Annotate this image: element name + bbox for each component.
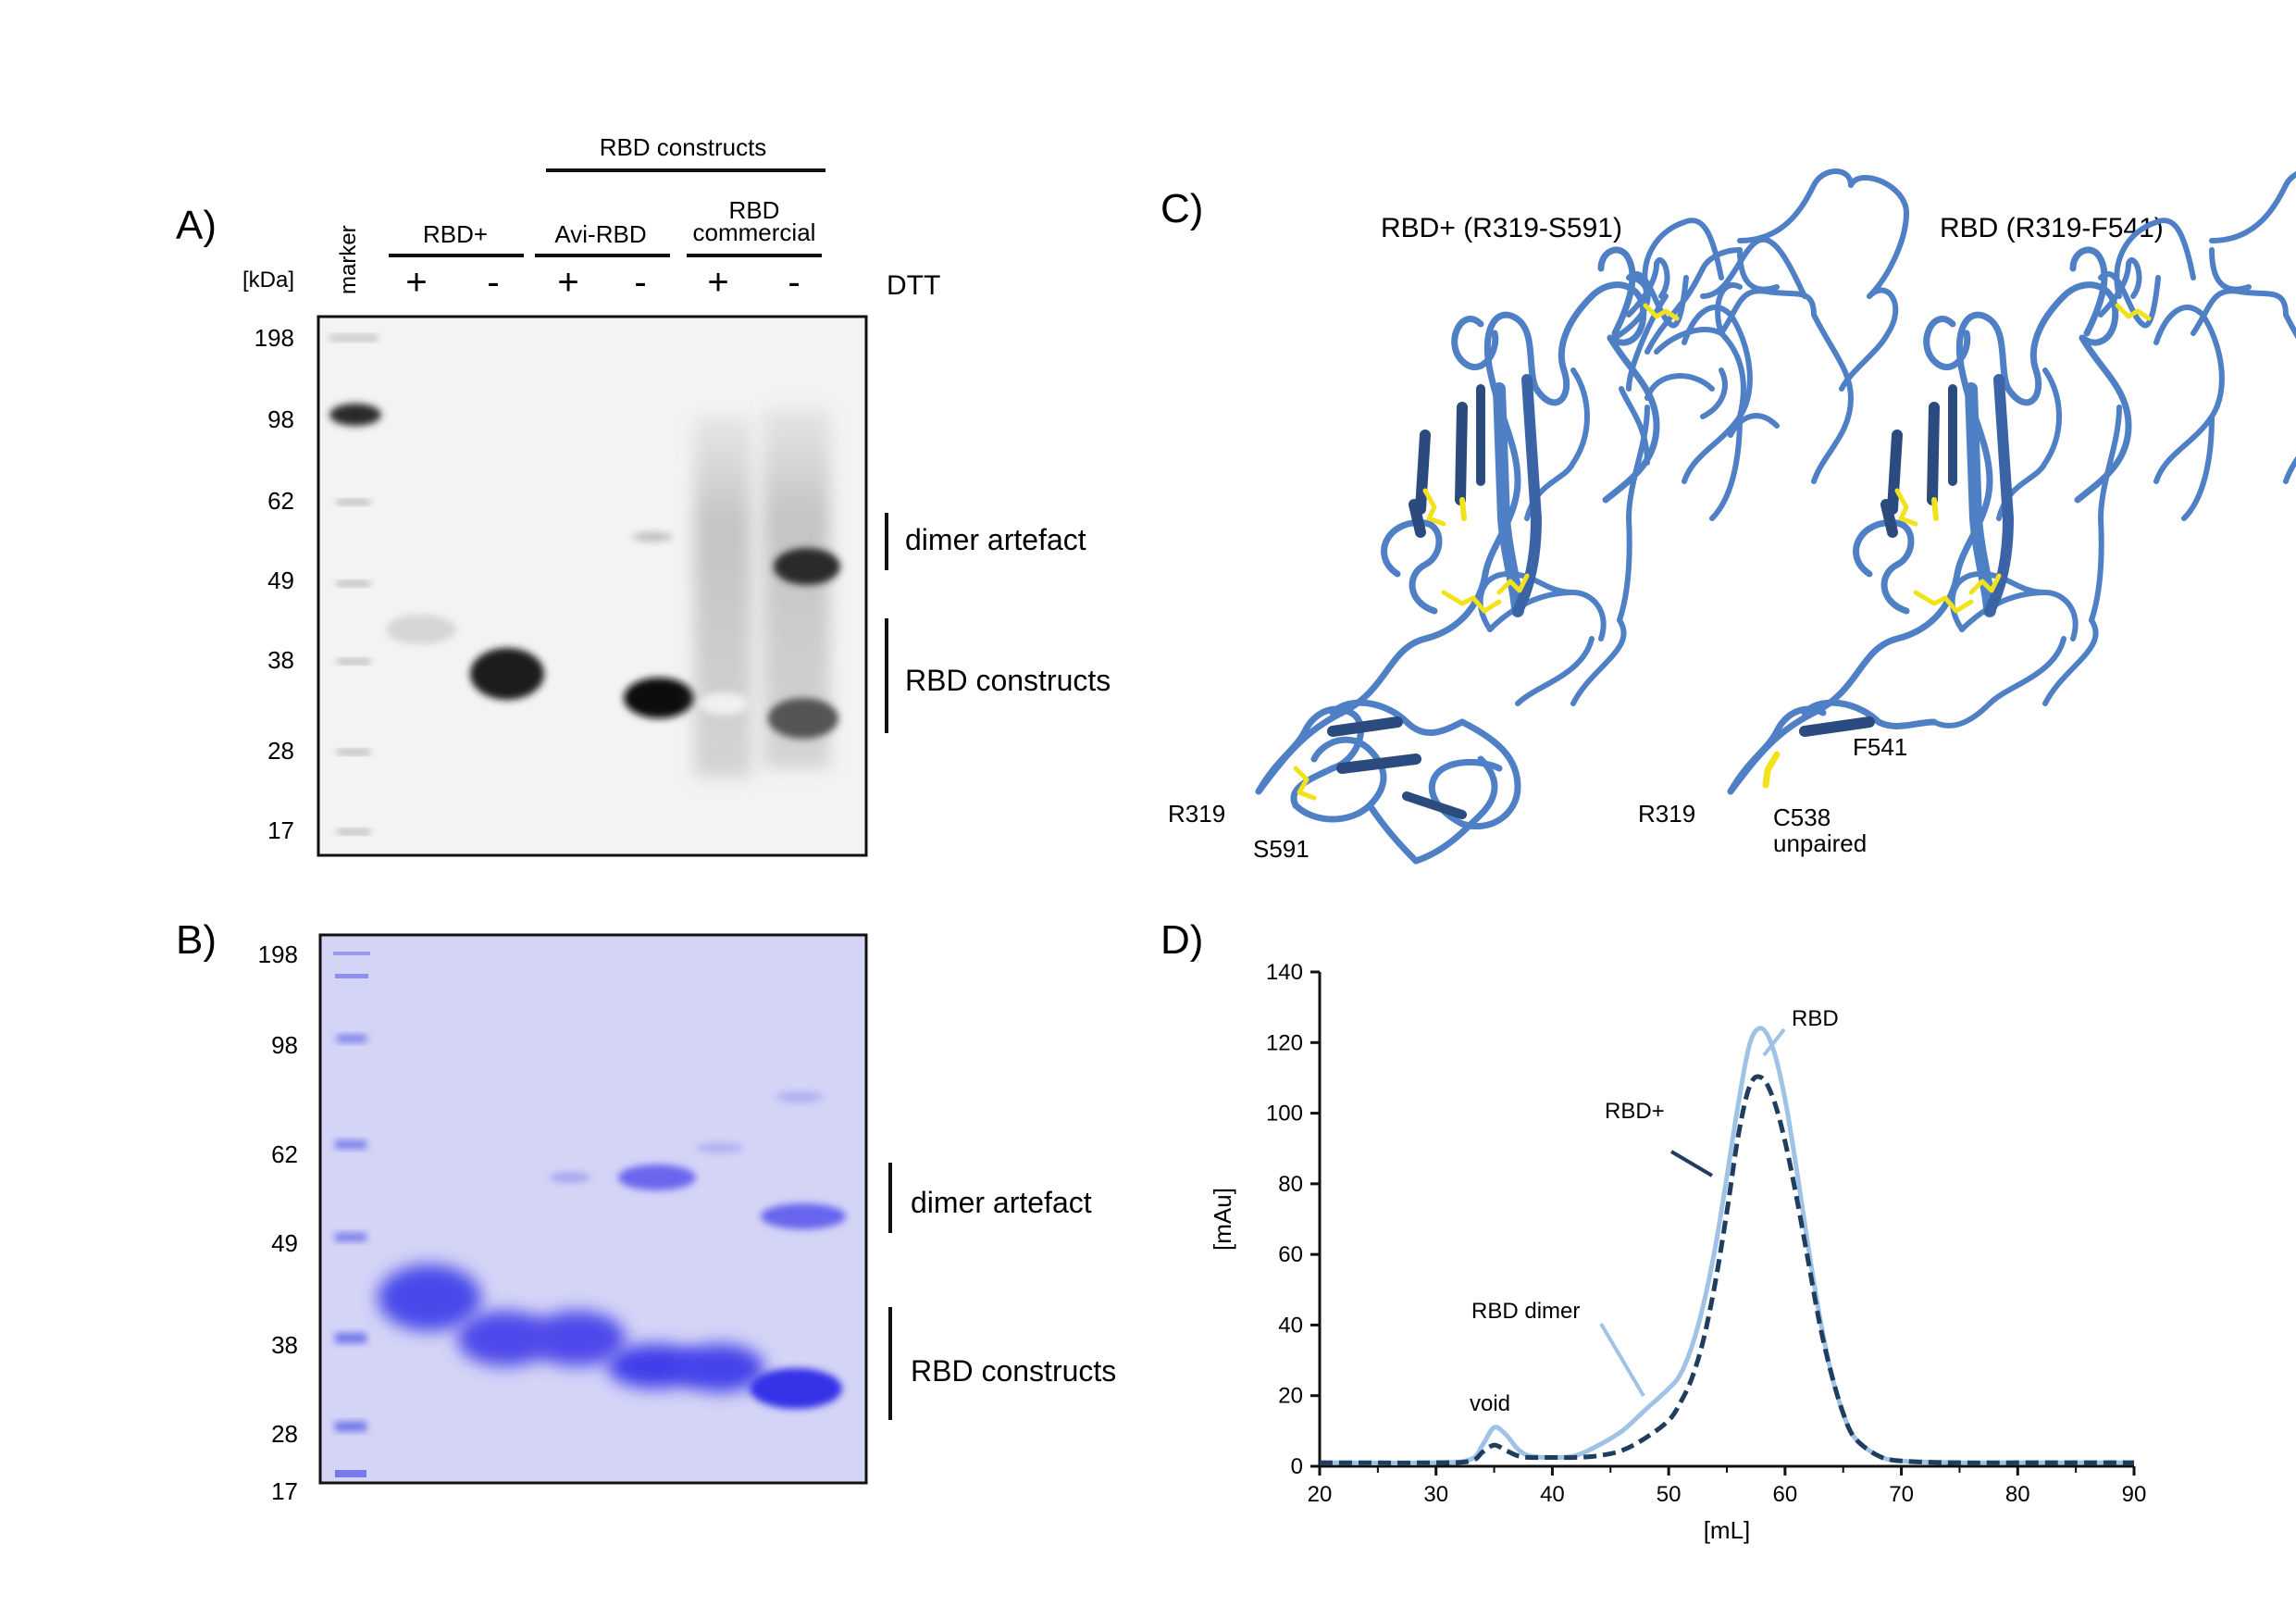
structure-right-n-term: R319: [1638, 800, 1695, 828]
series-line-0: [1319, 1026, 2134, 1465]
group-header-label: RBD constructs: [600, 133, 767, 161]
marker-band-98: [329, 404, 381, 426]
gel-band-lane1: [378, 1264, 481, 1331]
y-tick-label: 100: [1266, 1102, 1303, 1127]
x-tick-label: 30: [1423, 1482, 1448, 1507]
x-tick-label: 70: [1889, 1482, 1914, 1507]
x-axis-label: [mL]: [1704, 1516, 1751, 1544]
lane-label-6: -: [788, 262, 800, 303]
lane-label-1: +: [405, 262, 427, 303]
annotation-a-constructs: RBD constructs: [905, 664, 1111, 697]
blot-frame: [316, 315, 868, 857]
y-tick-label: 60: [1278, 1242, 1303, 1267]
mw-b-38: 38: [271, 1331, 298, 1359]
series-layer: [1319, 1026, 2134, 1465]
panel-c-label: C): [1160, 186, 1203, 231]
blot-band-rbd-plus: [470, 648, 544, 700]
structure-left-n-term: R319: [1168, 800, 1225, 828]
marker-label: marker: [336, 225, 361, 294]
mw-b-17: 17: [271, 1477, 298, 1505]
annotation-void: void: [1470, 1391, 1510, 1416]
mw-a-28: 28: [267, 737, 294, 765]
blot-band-dimer: [774, 548, 840, 585]
annotation-rbd: RBD: [1792, 1006, 1839, 1031]
y-tick-label: 40: [1278, 1313, 1303, 1338]
y-ticks: 0 20 40 60 80 100 120 140: [1266, 960, 1320, 1479]
coomassie-gel: [318, 933, 868, 1485]
y-tick-label: 120: [1266, 1030, 1303, 1055]
panel-a: A) RBD constructs marker [kDa] RBD+ Avi-…: [176, 133, 1111, 857]
gel-frame: [318, 933, 868, 1485]
annotation-b-dimer: dimer artefact: [911, 1186, 1092, 1219]
structure-right-unpaired: unpaired: [1773, 829, 1867, 857]
panel-b-label: B): [176, 917, 217, 963]
blot-band-avi-rbd: [624, 678, 694, 718]
lane-label-3: +: [557, 262, 578, 303]
annotation-rbd-plus: RBD+: [1605, 1099, 1665, 1124]
panel-b: B) 198 98 62 49 38 28 17: [176, 917, 1116, 1505]
x-tick-label: 60: [1773, 1482, 1798, 1507]
group-label-commercial-line1: RBD: [729, 196, 780, 224]
group-label-avi-rbd: Avi-RBD: [554, 220, 646, 248]
mw-a-17: 17: [267, 816, 294, 844]
structure-right-cys: C538: [1773, 803, 1831, 831]
x-ticks: 20 30 40 50 60 70 80 90: [1308, 1466, 2147, 1507]
callout-rbd: [1762, 1027, 1786, 1057]
callout-rbd-dimer: [1599, 1322, 1645, 1398]
structure-right-c-term: F541: [1853, 733, 1907, 761]
y-axis-label: [mAu]: [1209, 1188, 1236, 1251]
gel-band-dimer: [761, 1203, 846, 1229]
mw-b-49: 49: [271, 1229, 298, 1257]
mw-a-198: 198: [254, 324, 294, 352]
lane-label-4: -: [634, 262, 646, 303]
panel-a-label: A): [176, 203, 217, 248]
mw-a-49: 49: [267, 567, 294, 594]
panel-d-label: D): [1160, 917, 1203, 963]
mw-b-98: 98: [271, 1031, 298, 1059]
structure-title-right: RBD (R319-F541): [1940, 213, 2164, 243]
y-tick-label: 140: [1266, 960, 1303, 985]
mw-a-38: 38: [267, 646, 294, 674]
structure-left-c-term: S591: [1253, 835, 1309, 863]
structure-left: [1255, 168, 1909, 865]
group-label-rbd-plus: RBD+: [423, 220, 488, 248]
annotation-a-dimer: dimer artefact: [905, 523, 1086, 556]
callout-rbd-plus: [1669, 1150, 1714, 1177]
group-label-commercial-line2: commercial: [693, 218, 816, 246]
structure-title-left: RBD+ (R319-S591): [1381, 213, 1622, 243]
mw-b-62: 62: [271, 1140, 298, 1168]
x-tick-label: 90: [2122, 1482, 2147, 1507]
x-tick-label: 80: [2005, 1482, 2030, 1507]
x-tick-label: 40: [1540, 1482, 1565, 1507]
mw-b-198: 198: [258, 940, 298, 968]
series-line-1: [1319, 1074, 2134, 1465]
kda-label: [kDa]: [242, 268, 294, 293]
x-tick-label: 50: [1657, 1482, 1682, 1507]
mw-a-98: 98: [267, 405, 294, 433]
lane-label-5: +: [707, 262, 728, 303]
panel-c: C) RBD+ (R319-S591) RBD (R319-F541): [1160, 168, 2296, 865]
y-tick-label: 0: [1291, 1454, 1303, 1479]
western-blot: [316, 315, 868, 857]
annotation-rbd-dimer: RBD dimer: [1471, 1299, 1580, 1324]
x-tick-label: 20: [1308, 1482, 1333, 1507]
annotation-b-constructs: RBD constructs: [911, 1354, 1116, 1388]
mw-a-62: 62: [267, 487, 294, 515]
mw-b-28: 28: [271, 1420, 298, 1448]
ribbon-left-main: [1255, 293, 1595, 795]
structure-right: [1727, 171, 2296, 795]
y-tick-label: 80: [1278, 1172, 1303, 1197]
y-tick-label: 20: [1278, 1384, 1303, 1409]
lane-label-2: -: [487, 262, 499, 303]
dtt-label: DTT: [887, 270, 940, 301]
